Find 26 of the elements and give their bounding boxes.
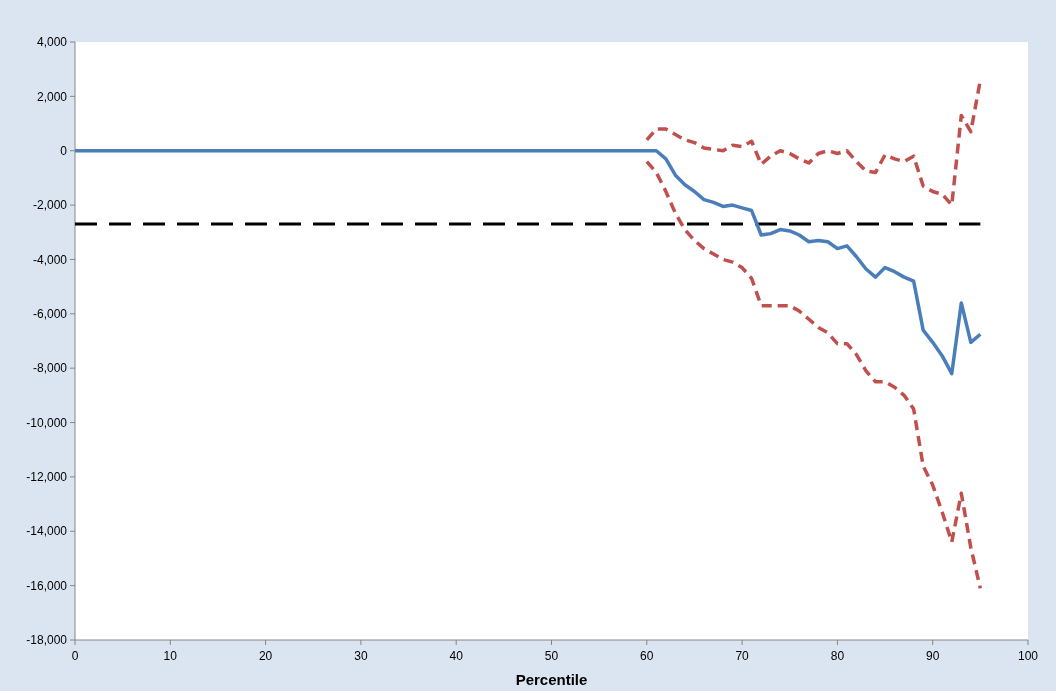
x-tick-label: 30 [354,649,368,663]
x-tick-label: 60 [640,649,654,663]
y-tick-label: -2,000 [32,198,68,213]
line-series [73,148,983,376]
x-tick-label: 40 [449,649,464,663]
x-tick-label: 20 [258,649,273,663]
y-tick-label: 2,000 [36,89,68,104]
x-tick-label: 100 [1017,649,1039,663]
y-tick-label: 4,000 [36,35,68,50]
y-tick-label: -18,000 [26,633,68,648]
x-tick-label: 50 [544,649,559,663]
x-tick-label: 0 [71,649,79,663]
y-tick-label: -12,000 [26,470,68,485]
x-tick-label: 90 [926,649,940,663]
x-tick-label: 80 [830,649,845,663]
x-tick-label: 10 [163,649,178,663]
y-tick-label: 0 [60,143,68,158]
y-tick-label: -10,000 [26,415,68,430]
y-tick-label: -8,000 [32,361,68,376]
y-tick-label: -4,000 [32,252,68,267]
line-series [645,159,983,591]
x-axis-title: Percentile [515,671,588,688]
y-tick-label: -14,000 [26,524,68,539]
y-tick-label: -16,000 [26,578,68,593]
x-tick-label: 70 [735,649,750,663]
y-tick-label: -6,000 [32,307,68,322]
